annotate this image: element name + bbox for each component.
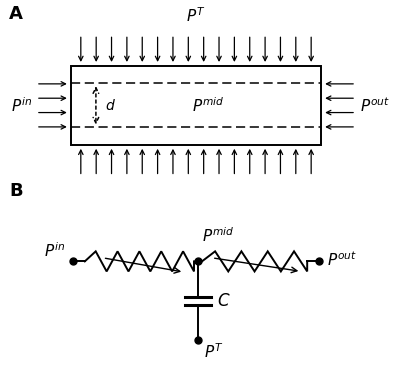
- Text: $P^{out}$: $P^{out}$: [360, 96, 390, 115]
- Text: $d$: $d$: [105, 98, 116, 113]
- Text: $P^{in}$: $P^{in}$: [11, 96, 32, 115]
- Text: A: A: [9, 5, 23, 23]
- Text: $P^T$: $P^T$: [186, 7, 206, 25]
- Bar: [71, 66, 321, 145]
- Text: $P^{mid}$: $P^{mid}$: [202, 227, 234, 245]
- Text: $P^T$: $P^T$: [204, 342, 224, 361]
- Text: $C$: $C$: [217, 292, 230, 310]
- Text: $P^{mid}$: $P^{mid}$: [192, 96, 225, 115]
- Text: $P^{in}$: $P^{in}$: [44, 241, 65, 259]
- Text: B: B: [9, 183, 23, 201]
- Text: $P^{out}$: $P^{out}$: [327, 250, 357, 269]
